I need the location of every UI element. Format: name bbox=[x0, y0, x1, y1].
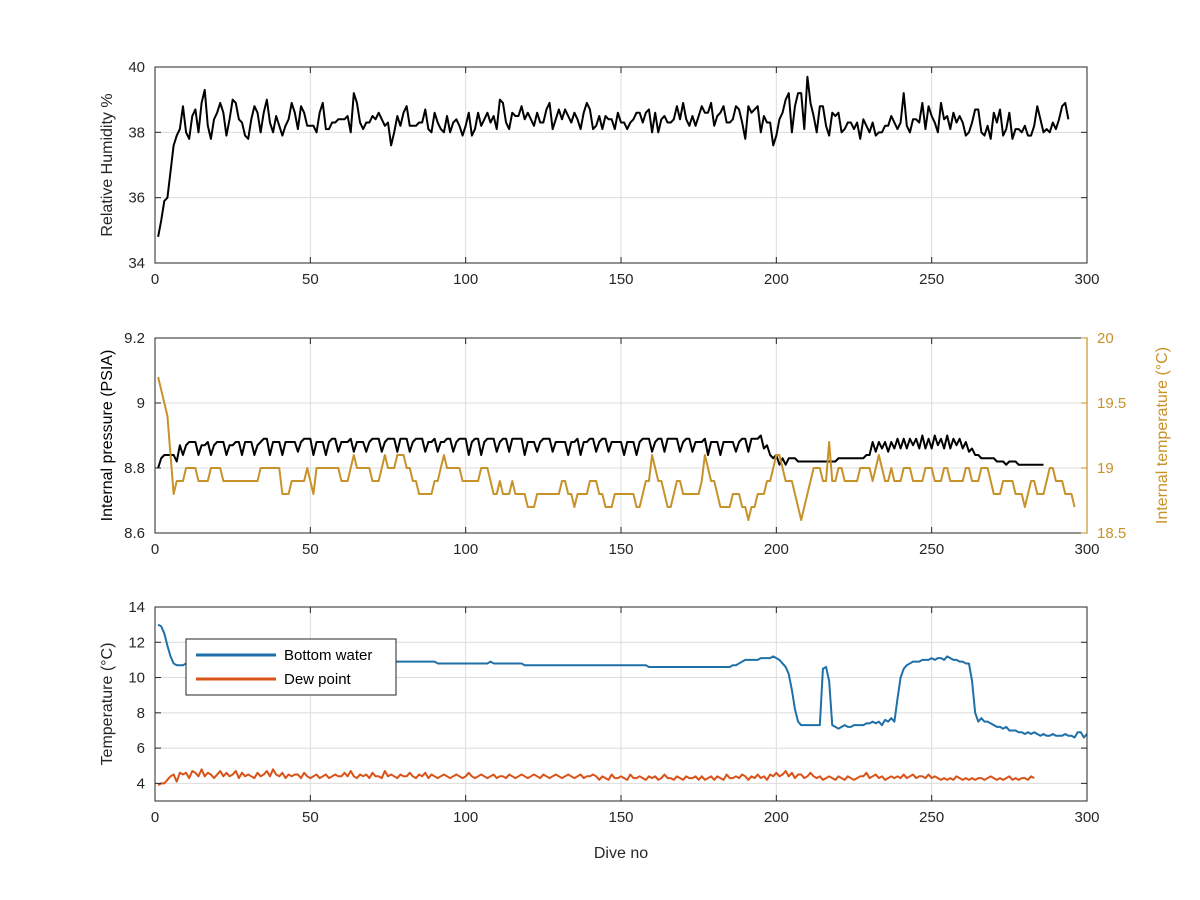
pressure-series-1-line bbox=[157, 434, 1044, 469]
pressure-xtick-label: 0 bbox=[151, 541, 159, 558]
pressure-ytick-label: 9 bbox=[137, 395, 145, 412]
temperature-ytick-label: 4 bbox=[137, 775, 145, 792]
legend-box bbox=[185, 638, 397, 696]
temperature-xtick-label: 300 bbox=[1074, 809, 1099, 826]
temperature-panel: 0 50 100 150 200 250 300 4 6 8 10 12 14 Temperature (… bbox=[99, 599, 1100, 862]
pressure-y-axis-label: Internal pressure (PSIA) bbox=[99, 350, 116, 522]
humidity-ytick-label: 40 bbox=[128, 59, 145, 76]
pressure-series-2-line bbox=[157, 376, 1076, 521]
temperature-x-axis-label: Dive no bbox=[594, 845, 648, 862]
humidity-xtick-label: 100 bbox=[453, 271, 478, 288]
temperature-ytick-label: 12 bbox=[128, 634, 145, 651]
pressure-xtick-label: 200 bbox=[764, 541, 789, 558]
temperature-ytick-label: 14 bbox=[128, 599, 145, 616]
humidity-ytick-label: 38 bbox=[128, 124, 145, 141]
legend-label-bottom-water: Bottom water bbox=[284, 647, 372, 664]
temperature-ytick-label: 10 bbox=[128, 670, 145, 687]
pressure-ytick-label: 8.6 bbox=[124, 525, 145, 542]
pressure-xtick-label: 100 bbox=[453, 541, 478, 558]
humidity-panel: 0 50 100 150 200 250 300 34 36 38 40 Relative Humid… bbox=[99, 59, 1100, 288]
pressure-xtick-label: 300 bbox=[1074, 541, 1099, 558]
humidity-xtick-label: 200 bbox=[764, 271, 789, 288]
temperature-xtick-label: 50 bbox=[302, 809, 319, 826]
humidity-xtick-label: 250 bbox=[919, 271, 944, 288]
pressure-y2tick-label: 18.5 bbox=[1097, 525, 1126, 542]
humidity-ytick-label: 34 bbox=[128, 255, 145, 272]
temperature-xtick-label: 0 bbox=[151, 809, 159, 826]
humidity-series-1-line bbox=[157, 75, 1070, 238]
temperature-ytick-label: 6 bbox=[137, 740, 145, 757]
legend: Bottom water Dew point bbox=[185, 638, 397, 696]
temperature-ytick-label: 8 bbox=[137, 705, 145, 722]
pressure-y2tick-label: 19.5 bbox=[1097, 395, 1126, 412]
pressure-ytick-label: 8.8 bbox=[124, 460, 145, 477]
pressure-y2tick-label: 19 bbox=[1097, 460, 1114, 477]
humidity-xtick-label: 300 bbox=[1074, 271, 1099, 288]
temperature-xtick-label: 200 bbox=[764, 809, 789, 826]
pressure-y2tick-label: 20 bbox=[1097, 330, 1114, 347]
dew-point-line bbox=[157, 768, 1035, 786]
humidity-xtick-label: 150 bbox=[608, 271, 633, 288]
humidity-y-axis-label: Relative Humidity % bbox=[99, 93, 116, 236]
temperature-xtick-label: 150 bbox=[608, 809, 633, 826]
pressure-panel: 0 50 100 150 200 250 300 8.6 8.8 9 9.2 18.5 19 19.5 20… bbox=[99, 330, 1171, 558]
pressure-ytick-label: 9.2 bbox=[124, 330, 145, 347]
pressure-xtick-label: 250 bbox=[919, 541, 944, 558]
temperature-y-axis-label: Temperature (°C) bbox=[99, 643, 116, 766]
pressure-xtick-label: 50 bbox=[302, 541, 319, 558]
temperature-xtick-label: 100 bbox=[453, 809, 478, 826]
pressure-xtick-label: 150 bbox=[608, 541, 633, 558]
humidity-ytick-label: 36 bbox=[128, 190, 145, 207]
temperature-xtick-label: 250 bbox=[919, 809, 944, 826]
legend-label-dew-point: Dew point bbox=[284, 671, 352, 688]
humidity-xtick-label: 0 bbox=[151, 271, 159, 288]
humidity-xtick-label: 50 bbox=[302, 271, 319, 288]
pressure-y2-axis-label: Internal temperature (°C) bbox=[1154, 347, 1171, 524]
